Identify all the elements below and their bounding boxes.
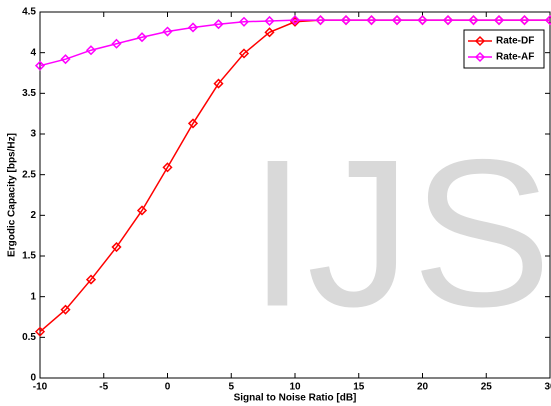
marker [111,38,122,49]
y-tick-label: 1 [30,291,36,302]
x-tick-label: -10 [33,382,48,393]
y-tick-label: 2 [30,210,36,221]
x-tick-label: 10 [289,382,301,393]
marker [391,15,403,26]
x-tick-label: 15 [353,382,365,393]
y-tick-label: 4 [30,47,36,58]
watermark: IJS [248,115,551,350]
marker [519,15,530,26]
x-tick-label: 25 [481,382,493,393]
x-tick-label: 0 [165,382,171,393]
x-tick-label: 30 [544,382,551,393]
marker [366,15,377,26]
marker [34,326,46,337]
marker [136,205,148,216]
x-tick-label: 20 [417,382,429,393]
marker [136,32,148,43]
marker [187,118,199,129]
series-line [39,19,550,67]
y-tick-label: 1.5 [22,251,36,262]
marker [60,304,71,315]
x-axis-label: Signal to Noise Ratio [dB] [234,393,357,404]
marker [289,15,301,26]
marker [340,15,352,26]
legend-label: Rate-DF [496,36,534,47]
marker [60,54,71,65]
marker [417,15,428,26]
marker [315,15,326,26]
marker [264,15,275,27]
y-tick-label: 3 [30,129,36,140]
marker [493,15,505,26]
x-tick-label: -5 [99,382,108,393]
marker [162,26,173,37]
marker [213,78,224,89]
legend-marker [474,51,486,63]
y-tick-label: 0.5 [22,332,36,343]
marker [187,22,199,33]
marker [264,27,275,38]
marker [238,48,250,59]
marker [238,16,250,27]
x-tick-label: 5 [228,382,234,393]
marker [85,274,97,285]
marker [544,15,551,26]
y-tick-label: 2.5 [22,169,36,180]
legend-marker [474,35,486,47]
y-axis-label: Ergodic Capacity [bps/Hz] [7,133,18,257]
marker [213,19,224,30]
legend-label: Rate-AF [496,52,534,63]
y-tick-label: 4.5 [22,7,36,18]
marker [34,60,46,71]
y-tick-label: 0 [30,373,36,384]
marker [442,15,454,26]
marker [85,45,97,56]
legend-box [463,29,545,69]
marker [111,241,122,253]
marker [468,15,479,26]
marker [162,162,173,173]
y-tick-label: 3.5 [22,88,36,99]
